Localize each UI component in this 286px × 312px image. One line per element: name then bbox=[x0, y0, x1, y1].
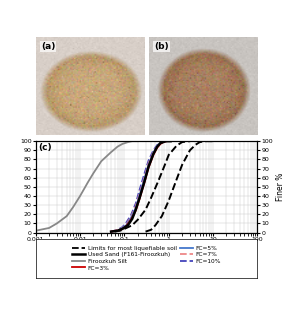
Text: (b): (b) bbox=[154, 42, 169, 51]
Text: (c): (c) bbox=[38, 143, 51, 152]
X-axis label: Particle size (mm): Particle size (mm) bbox=[112, 244, 181, 253]
Legend: Limits for most liquefiable soil, Used Sand (F161-Firoozkuh), Firoozkuh Silt, FC: Limits for most liquefiable soil, Used S… bbox=[70, 243, 223, 273]
Text: (a): (a) bbox=[41, 42, 55, 51]
Y-axis label: Finer %: Finer % bbox=[276, 173, 285, 201]
